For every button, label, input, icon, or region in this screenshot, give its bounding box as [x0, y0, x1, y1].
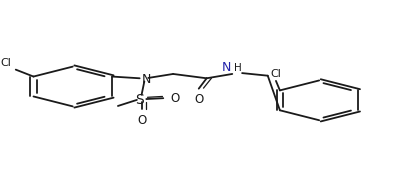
Text: Cl: Cl	[0, 58, 11, 68]
Text: N: N	[142, 73, 151, 86]
Text: S: S	[135, 93, 144, 107]
Text: H: H	[234, 63, 242, 73]
Text: Cl: Cl	[271, 69, 281, 79]
Text: O: O	[137, 114, 146, 127]
Text: N: N	[222, 61, 232, 74]
Text: O: O	[170, 92, 179, 105]
Text: O: O	[194, 93, 203, 106]
